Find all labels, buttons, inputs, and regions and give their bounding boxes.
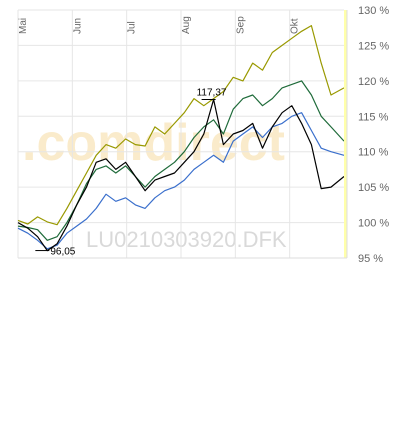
series-line-2 — [17, 112, 345, 250]
watermark-logo: .comdirect — [22, 114, 285, 172]
x-tick-label: Mai — [18, 18, 29, 34]
y-tick-label: 95 % — [358, 253, 383, 265]
y-tick-label: 100 % — [358, 218, 389, 230]
annotation-label: 117,37 — [197, 87, 227, 98]
x-tick-label: Jul — [127, 21, 138, 34]
series-line-1 — [17, 80, 345, 241]
y-tick-label: 120 % — [358, 76, 389, 88]
y-tick-label: 115 % — [358, 111, 389, 123]
x-tick-label: Jun — [72, 18, 83, 34]
y-axis-labels: 95 % 100 % 105 % 110 % 115 % 120 % 125 % 130 % — [358, 5, 389, 265]
y-tick-label: 105 % — [358, 182, 389, 194]
y-tick-label: 110 % — [358, 147, 389, 159]
annotation-label: 96,05 — [50, 247, 75, 258]
series-lines — [17, 25, 345, 252]
x-tick-label: Sep — [235, 16, 246, 34]
annotations: 96,05 117,37 — [35, 87, 227, 258]
current-range-marker — [344, 10, 347, 258]
instrument-label: LU0210303920.DFK — [86, 227, 287, 252]
series-line-3 — [17, 98, 345, 252]
y-tick-label: 130 % — [358, 5, 389, 17]
grid — [17, 9, 344, 259]
x-tick-label: Okt — [290, 18, 301, 34]
y-tick-label: 125 % — [358, 40, 389, 52]
x-axis-labels: Mai Jun Jul Aug Sep Okt — [18, 16, 301, 34]
series-line-0 — [17, 25, 345, 226]
x-tick-label: Aug — [181, 16, 192, 34]
